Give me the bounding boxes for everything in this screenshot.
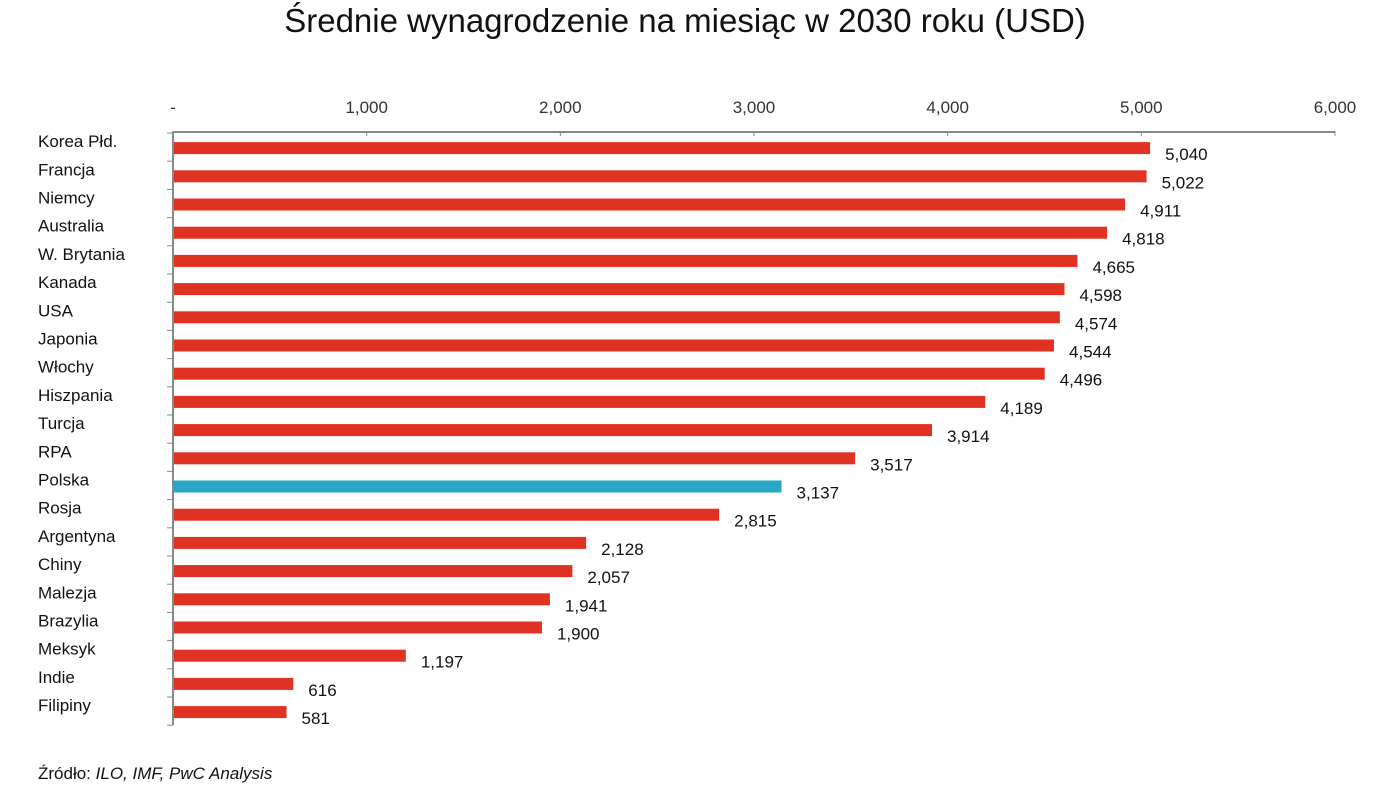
bar: [174, 565, 573, 578]
bar: [174, 395, 986, 408]
value-label: 1,900: [557, 625, 600, 644]
x-tick-label: 6,000: [1314, 98, 1357, 117]
value-label: 1,941: [565, 596, 608, 615]
bar: [174, 283, 1065, 296]
value-label: 4,189: [1000, 399, 1043, 418]
value-label: 4,496: [1060, 371, 1103, 390]
x-tick-label: 3,000: [733, 98, 776, 117]
value-label: 581: [302, 709, 330, 728]
category-label: Argentyna: [38, 527, 116, 546]
source-text: ILO, IMF, PwC Analysis: [95, 764, 273, 783]
category-label: Malezja: [38, 583, 97, 602]
bar: [174, 367, 1045, 380]
value-label: 3,914: [947, 427, 990, 446]
category-label: Chiny: [38, 555, 82, 574]
bar: [174, 170, 1147, 183]
value-label: 616: [308, 681, 336, 700]
value-label: 3,517: [870, 455, 913, 474]
category-label: Kanada: [38, 273, 97, 292]
category-label: Japonia: [38, 330, 98, 349]
category-label: Polska: [38, 471, 90, 490]
bar: [174, 677, 294, 690]
bar: [174, 339, 1055, 352]
x-tick-label: 4,000: [926, 98, 969, 117]
category-label: Indie: [38, 668, 75, 687]
category-label: Hiszpania: [38, 386, 113, 405]
bar: [174, 226, 1108, 239]
source-label: Źródło:: [38, 764, 91, 783]
chart-title: Średnie wynagrodzenie na miesiąc w 2030 …: [284, 2, 1086, 39]
source-note: Źródło: ILO, IMF, PwC Analysis: [38, 764, 272, 784]
bar: [174, 593, 550, 606]
value-label: 4,598: [1079, 286, 1122, 305]
bar: [174, 254, 1078, 267]
bar: [174, 452, 856, 465]
value-label: 1,197: [421, 653, 464, 672]
value-label: 4,818: [1122, 230, 1165, 249]
category-label: Brazylia: [38, 612, 99, 631]
category-label: W. Brytania: [38, 245, 125, 264]
bar: [174, 424, 933, 437]
value-label: 5,022: [1162, 173, 1205, 192]
bar: [174, 621, 542, 634]
category-label: Australia: [38, 217, 105, 236]
category-label: Korea Płd.: [38, 132, 117, 151]
value-label: 5,040: [1165, 145, 1208, 164]
category-label: Turcja: [38, 414, 85, 433]
value-label: 4,911: [1140, 202, 1181, 221]
value-label: 4,544: [1069, 343, 1112, 362]
category-label: Meksyk: [38, 640, 96, 659]
value-label: 2,815: [734, 512, 777, 531]
category-label: Francja: [38, 160, 95, 179]
category-label: USA: [38, 301, 74, 320]
bar: [174, 142, 1151, 155]
category-label: Rosja: [38, 499, 82, 518]
bar: [174, 198, 1126, 211]
x-tick-label: 2,000: [539, 98, 582, 117]
category-label: Włochy: [38, 358, 94, 377]
value-label: 4,665: [1092, 258, 1135, 277]
value-label: 4,574: [1075, 314, 1118, 333]
x-tick-label: 1,000: [345, 98, 388, 117]
bar: [174, 649, 406, 662]
x-tick-label: -: [170, 98, 176, 117]
bar: [174, 311, 1060, 324]
bar: [174, 480, 782, 493]
bar: [174, 536, 587, 549]
value-label: 3,137: [797, 484, 840, 503]
category-label: Filipiny: [38, 696, 91, 715]
category-label: Niemcy: [38, 189, 95, 208]
value-label: 2,128: [601, 540, 644, 559]
bar: [174, 706, 287, 719]
bar: [174, 508, 720, 521]
value-label: 2,057: [587, 568, 630, 587]
category-label: RPA: [38, 442, 72, 461]
x-tick-label: 5,000: [1120, 98, 1163, 117]
